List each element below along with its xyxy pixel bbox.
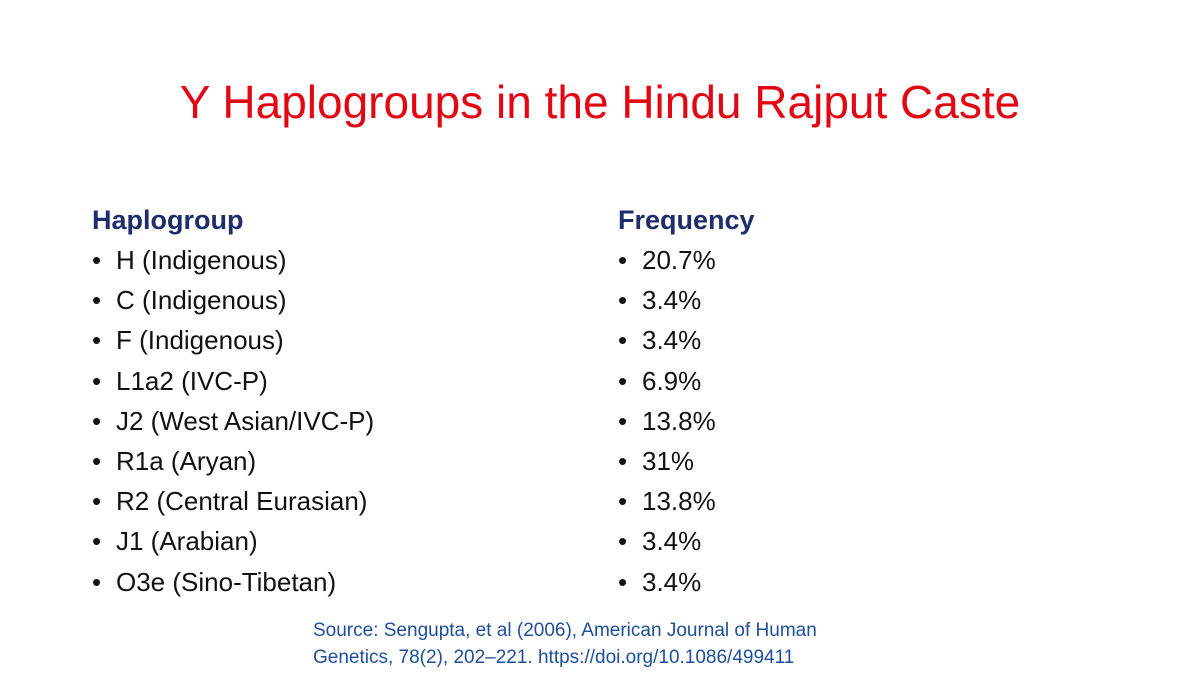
frequency-value: 31%	[642, 446, 695, 477]
haplogroup-label: J2 (West Asian/IVC-P)	[116, 405, 375, 436]
haplogroup-label: H (Indigenous)	[116, 245, 287, 275]
haplogroup-label: R2 (Central Eurasian)	[116, 486, 368, 517]
source-citation: Source: Sengupta, et al (2006), American…	[313, 617, 953, 671]
haplogroup-label: L1a2 (IVC-P)	[116, 365, 268, 396]
bullet-icon: •	[618, 486, 628, 517]
list-item: • O3e (Sino-Tibetan)	[92, 562, 572, 602]
bullet-icon: •	[92, 325, 102, 356]
bullet-icon: •	[618, 365, 628, 396]
list-item: • 3.4%	[618, 320, 918, 360]
haplogroup-column: Haplogroup • H (Indigenous) • C (Indigenou…	[92, 200, 572, 602]
list-item: • L1a2 (IVC-P)	[92, 361, 572, 401]
bullet-icon: •	[92, 245, 102, 275]
list-item: • 13.8%	[618, 401, 918, 441]
frequency-heading: Frequency	[618, 205, 755, 235]
list-item: • R1a (Aryan)	[92, 441, 572, 481]
frequency-list: • 20.7% • 3.4% • 3.4% • 6.9% • 13.8% • 31% • 13…	[618, 240, 918, 602]
frequency-value: 3.4%	[642, 325, 702, 356]
bullet-icon: •	[618, 245, 628, 275]
haplogroup-heading: Haplogroup	[92, 205, 244, 235]
source-line-1: Source: Sengupta, et al (2006), American…	[313, 620, 817, 641]
haplogroup-label: C (Indigenous)	[116, 285, 287, 316]
frequency-value: 3.4%	[642, 566, 702, 597]
bullet-icon: •	[92, 446, 102, 477]
list-item: • 31%	[618, 441, 918, 481]
list-item: • C (Indigenous)	[92, 280, 572, 320]
list-item: • 3.4%	[618, 521, 918, 561]
source-line-2: Genetics, 78(2), 202–221. https://doi.or…	[313, 647, 795, 668]
haplogroup-label: J1 (Arabian)	[116, 526, 258, 557]
bullet-icon: •	[618, 446, 628, 477]
frequency-value: 13.8%	[642, 486, 716, 517]
frequency-column: Frequency • 20.7% • 3.4% • 3.4% • 6.9% • 13.8…	[618, 200, 918, 602]
bullet-icon: •	[618, 405, 628, 436]
list-item: • 20.7%	[618, 240, 918, 280]
frequency-value: 6.9%	[642, 365, 702, 396]
haplogroup-label: F (Indigenous)	[116, 325, 284, 356]
haplogroup-label: O3e (Sino-Tibetan)	[116, 566, 337, 597]
frequency-value: 13.8%	[642, 405, 716, 436]
list-item: • H (Indigenous)	[92, 240, 572, 280]
bullet-icon: •	[618, 526, 628, 557]
list-item: • 3.4%	[618, 562, 918, 602]
haplogroup-label: R1a (Aryan)	[116, 446, 257, 477]
frequency-value: 3.4%	[642, 285, 702, 316]
bullet-icon: •	[92, 566, 102, 597]
list-item: • J1 (Arabian)	[92, 521, 572, 561]
bullet-icon: •	[618, 325, 628, 356]
slide-title: Y Haplogroups in the Hindu Rajput Caste	[179, 76, 1021, 128]
bullet-icon: •	[618, 285, 628, 316]
frequency-value: 3.4%	[642, 526, 702, 557]
bullet-icon: •	[92, 526, 102, 557]
bullet-icon: •	[618, 566, 628, 597]
list-item: • 13.8%	[618, 481, 918, 521]
bullet-icon: •	[92, 405, 102, 436]
bullet-icon: •	[92, 486, 102, 517]
frequency-value: 20.7%	[642, 245, 716, 275]
haplogroup-list: • H (Indigenous) • C (Indigenous) • F (Indi…	[92, 240, 572, 602]
list-item: • R2 (Central Eurasian)	[92, 481, 572, 521]
list-item: • J2 (West Asian/IVC-P)	[92, 401, 572, 441]
bullet-icon: •	[92, 365, 102, 396]
bullet-icon: •	[92, 285, 102, 316]
list-item: • 6.9%	[618, 361, 918, 401]
list-item: • 3.4%	[618, 280, 918, 320]
list-item: • F (Indigenous)	[92, 320, 572, 360]
